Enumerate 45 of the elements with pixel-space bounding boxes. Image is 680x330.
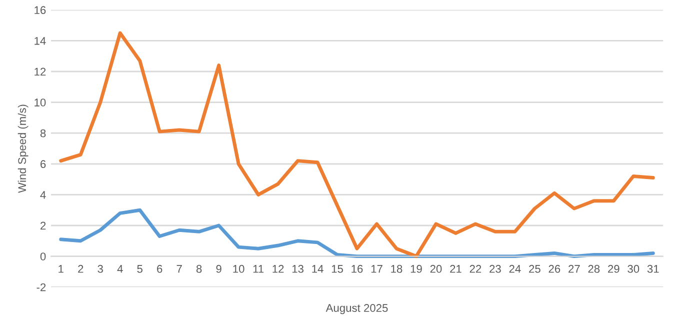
x-tick-label: 13	[292, 264, 304, 273]
x-tick-label: 26	[548, 264, 560, 273]
x-tick-label: 1	[58, 265, 64, 273]
line-series	[59, 208, 655, 258]
y-tick-label: 0	[40, 252, 46, 260]
x-tick-label: 15	[332, 265, 343, 273]
y-tick-label: 4	[40, 191, 46, 199]
x-tick-label: 27	[568, 264, 580, 273]
x-tick-label: 16	[352, 264, 363, 273]
x-tick-label: 8	[196, 264, 202, 273]
x-tick-label: 30	[628, 264, 640, 273]
x-tick-label: 22	[470, 264, 482, 273]
y-tick-label: 10	[34, 98, 46, 106]
y-tick-label: 8	[40, 129, 46, 138]
x-tick-label: 18	[391, 264, 402, 273]
x-tick-label: 4	[117, 265, 123, 273]
x-tick-label: 14	[312, 265, 324, 273]
x-tick-label: 12	[272, 264, 284, 273]
y-tick-label: 2	[40, 222, 46, 230]
x-tick-label: 3	[98, 264, 103, 273]
x-tick-label: 7	[176, 265, 182, 273]
x-tick-label: 24	[509, 264, 521, 273]
x-tick-label: 5	[137, 265, 142, 273]
y-tick-label: 14	[34, 37, 46, 45]
x-tick-label: 28	[588, 264, 600, 273]
x-tick-label: 31	[647, 264, 659, 273]
x-tick-label: 21	[450, 264, 462, 273]
x-tick-label: 23	[490, 264, 501, 273]
y-tick-label: -2	[36, 283, 46, 292]
x-axis-title: August 2025	[326, 304, 388, 314]
x-tick-label: 2	[78, 264, 84, 273]
y-axis-title: Wind Speed (m/s)	[18, 104, 28, 193]
x-tick-label: 20	[430, 264, 442, 273]
x-tick-label: 29	[608, 264, 620, 273]
x-tick-label: 19	[410, 264, 422, 273]
x-tick-label: 6	[157, 264, 162, 273]
x-tick-label: 11	[253, 265, 264, 273]
x-tick-label: 9	[216, 264, 222, 273]
y-tick-label: 6	[40, 160, 46, 168]
x-tick-label: 17	[371, 265, 382, 273]
line-series	[59, 31, 655, 258]
x-tick-label: 10	[233, 264, 244, 273]
y-tick-label: 12	[34, 68, 46, 76]
x-tick-label: 25	[529, 264, 540, 273]
y-tick-label: 16	[34, 6, 46, 14]
